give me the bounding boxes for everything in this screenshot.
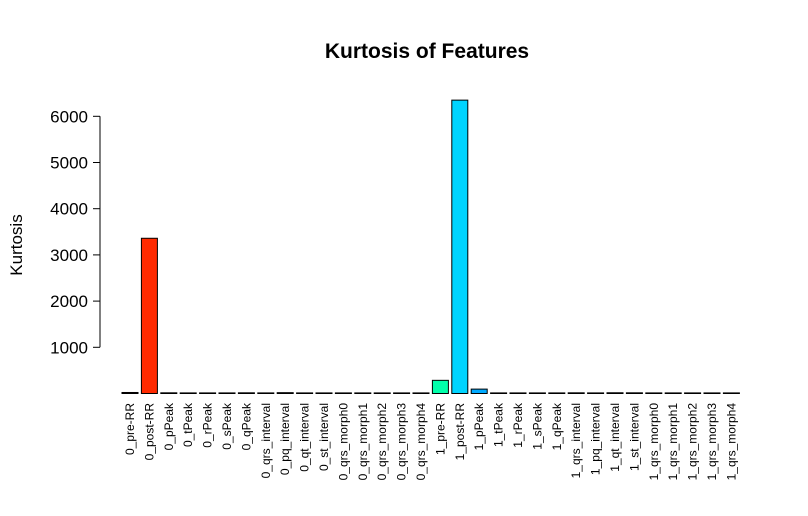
x-tick-label: 1_rPeak — [511, 402, 525, 448]
bar-1_qPeak — [548, 392, 566, 394]
y-axis: 1000 2000 3000 4000 5000 6000 — [50, 107, 101, 357]
bar-0_qt_interval — [296, 392, 314, 394]
x-tick-label: 0_qrs_morph0 — [336, 403, 350, 481]
bar-1_qrs_morph2 — [684, 392, 702, 394]
bar-0_st_interval — [315, 392, 333, 394]
x-tick-label: 0_st_interval — [317, 403, 331, 471]
y-tick-label: 3000 — [50, 246, 88, 265]
bar-0_qrs_morph2 — [373, 392, 391, 394]
x-tick-label: 0_qPeak — [239, 402, 253, 450]
bar-1_pre-RR — [431, 379, 449, 395]
y-tick-label: 1000 — [50, 338, 88, 357]
x-tick-label: 1_pre-RR — [433, 403, 447, 455]
x-tick-label: 0_pq_interval — [278, 403, 292, 475]
bar-0_qrs_morph4 — [412, 392, 430, 394]
bar-0_qPeak — [237, 392, 255, 395]
bar-0_tPeak — [179, 392, 197, 394]
y-tick-label: 4000 — [50, 200, 88, 219]
bar-1_qrs_morph4 — [722, 392, 740, 394]
bar-1_qrs_morph3 — [703, 392, 721, 394]
bar-0_sPeak — [218, 392, 236, 394]
chart-title: Kurtosis of Features — [325, 40, 529, 63]
x-tick-label: 0_rPeak — [201, 402, 215, 448]
x-tick-label: 0_qrs_morph3 — [395, 403, 409, 481]
x-tick-label: 1_qrs_morph2 — [686, 403, 700, 481]
bar-1_post-RR — [451, 99, 469, 394]
bar-1_pPeak — [470, 388, 488, 394]
x-tick-label: 0_qrs_morph1 — [356, 403, 370, 481]
x-tick-label: 1_post-RR — [453, 403, 467, 461]
bar-0_pPeak — [160, 392, 178, 395]
bar-0_qrs_interval — [257, 392, 275, 394]
bar-0_qrs_morph3 — [393, 392, 411, 394]
x-tick-label: 1_tPeak — [492, 402, 506, 447]
bar-1_pq_interval — [587, 392, 605, 394]
bar-1_sPeak — [528, 392, 546, 394]
x-tick-label: 0_qrs_interval — [259, 403, 273, 478]
x-tick-label: 1_qrs_morph4 — [724, 403, 738, 481]
x-tick-label: 0_tPeak — [181, 402, 195, 447]
bar-1_rPeak — [509, 392, 527, 394]
x-tick-label: 1_qrs_interval — [569, 403, 583, 478]
bar-0_pre-RR — [121, 391, 139, 395]
bar-0_post-RR — [140, 237, 158, 394]
bar-1_st_interval — [625, 392, 643, 395]
bar-1_qt_interval — [606, 392, 624, 395]
x-tick-label: 1_qPeak — [550, 402, 564, 450]
x-tick-label: 1_qt_interval — [608, 403, 622, 472]
y-tick-label: 2000 — [50, 292, 88, 311]
x-tick-label: 0_qrs_morph2 — [375, 403, 389, 481]
x-tick-label: 0_pre-RR — [123, 403, 137, 455]
bar-1_qrs_morph0 — [645, 392, 663, 394]
bar-0_qrs_morph1 — [354, 392, 372, 394]
x-tick-label: 1_st_interval — [627, 403, 641, 471]
x-tick-label: 0_post-RR — [142, 403, 156, 461]
y-axis-label: Kurtosis — [7, 214, 26, 275]
x-tick-label: 0_sPeak — [220, 402, 234, 450]
x-tick-label: 1_qrs_morph0 — [647, 403, 661, 481]
x-tick-labels: 0_pre-RR 0_post-RR 0_pPeak 0_tPeak 0_rPeak 0_… — [123, 402, 738, 480]
y-tick-label: 5000 — [50, 154, 88, 173]
x-tick-label: 0_pPeak — [162, 402, 176, 450]
x-tick-label: 1_pPeak — [472, 402, 486, 450]
bar-series — [121, 99, 740, 395]
y-tick-label: 6000 — [50, 107, 88, 126]
x-tick-label: 0_qrs_morph4 — [414, 403, 428, 481]
x-tick-label: 1_qrs_morph3 — [705, 403, 719, 481]
x-tick-label: 1_sPeak — [530, 402, 544, 450]
bar-0_qrs_morph0 — [334, 392, 352, 394]
bar-0_pq_interval — [276, 392, 294, 394]
bar-1_tPeak — [490, 392, 508, 394]
bar-1_qrs_interval — [567, 392, 585, 395]
x-tick-label: 1_pq_interval — [589, 403, 603, 475]
bar-0_rPeak — [199, 392, 217, 394]
bar-1_qrs_morph1 — [664, 392, 682, 394]
x-tick-label: 0_qt_interval — [298, 403, 312, 472]
x-tick-label: 1_qrs_morph1 — [666, 403, 680, 481]
